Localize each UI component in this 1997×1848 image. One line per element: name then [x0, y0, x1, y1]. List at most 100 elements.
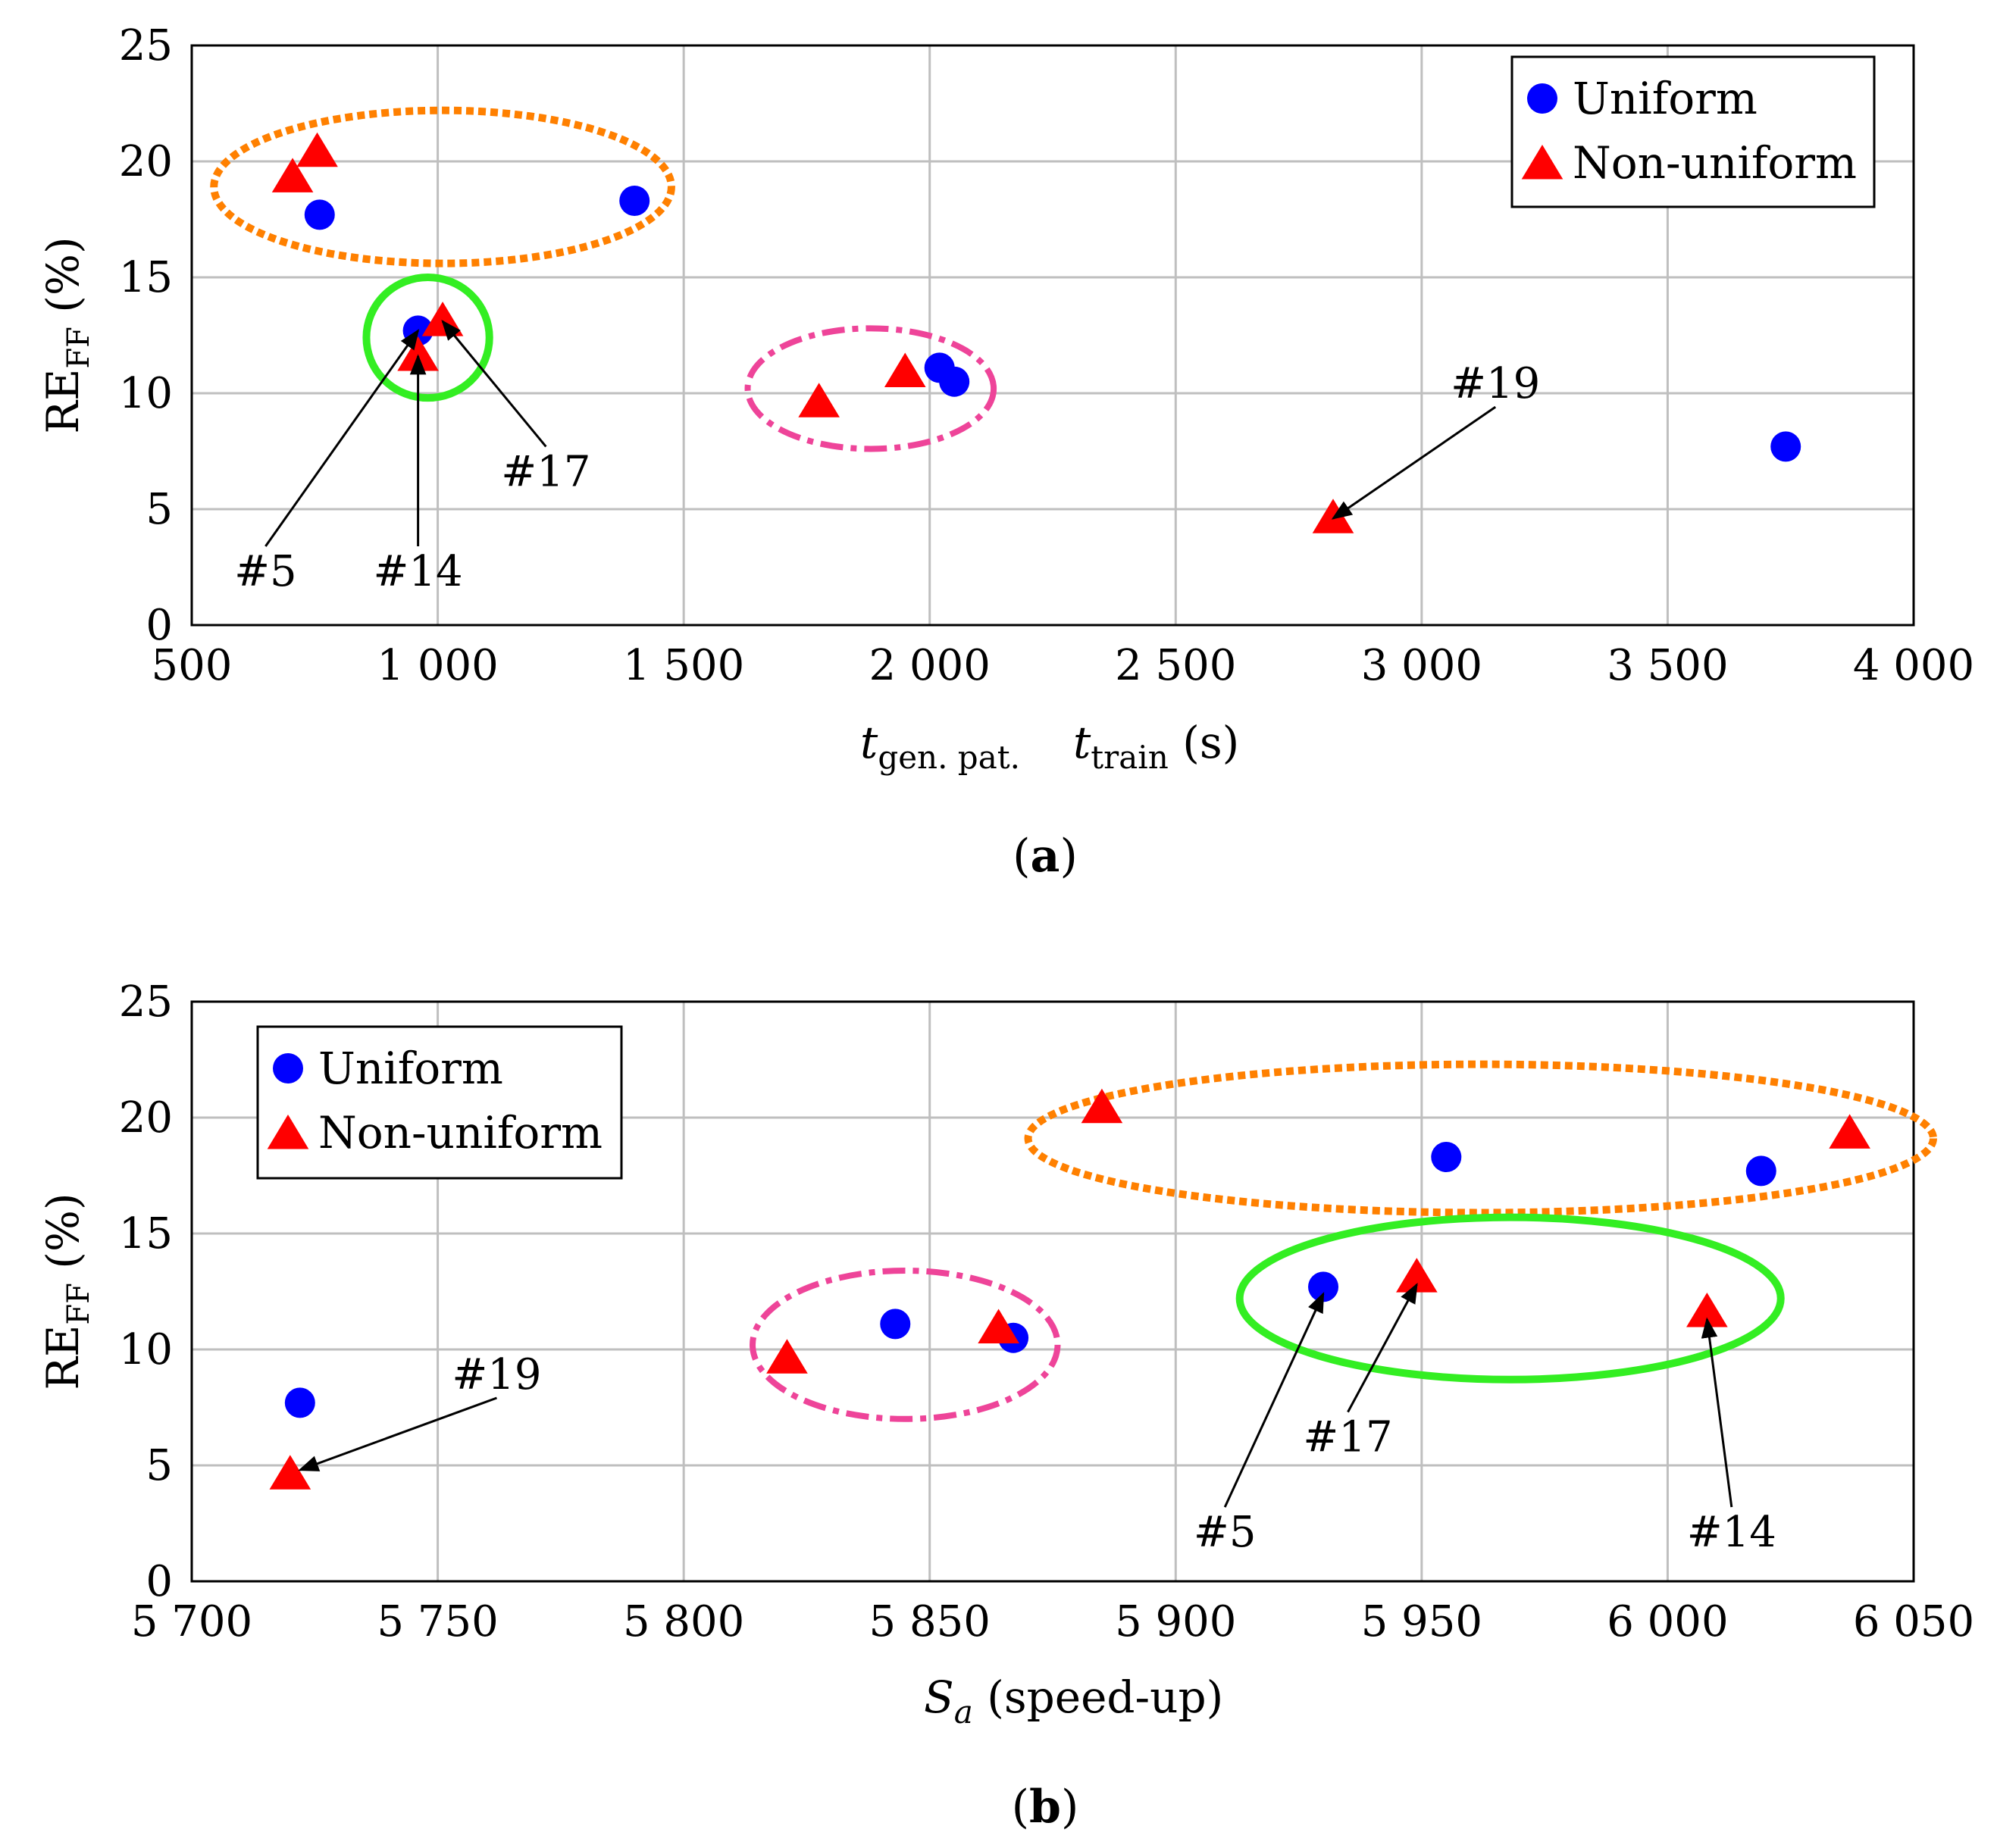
legend-label-nonuniform: Non-uniform: [1573, 137, 1857, 189]
data-point-nonuniform: [296, 132, 338, 167]
y-tick-label: 20: [119, 137, 173, 186]
y-tick-label: 5: [146, 485, 173, 534]
y-tick-label: 10: [119, 1325, 173, 1374]
x-tick-label: 5 950: [1361, 1597, 1482, 1646]
plot-frame: [190, 1000, 1915, 1583]
x-axis-label-rest: (speed-up): [973, 1671, 1223, 1723]
group-ellipse-orange: [1024, 1060, 1937, 1217]
x-axis-label-var: t: [860, 717, 878, 768]
caption-letter: b: [1029, 1781, 1061, 1834]
y-axis-label-unit: (%): [37, 1193, 89, 1283]
caption-paren-close: ): [1061, 1781, 1078, 1834]
annotation-label: #17: [1303, 1413, 1392, 1462]
y-axis-label: REFF (%): [37, 1193, 96, 1390]
y-tick-label: 10: [119, 369, 173, 418]
data-point-nonuniform: [798, 383, 840, 417]
annotation-arrow: [298, 1396, 497, 1471]
annotation-label: #14: [1687, 1508, 1776, 1557]
x-tick-label: 2 000: [869, 641, 991, 690]
chart-a: 500 1 000 1 500 2 000 2 500 3 000 3 500 4 000 0 5…: [37, 21, 1974, 883]
data-point-nonuniform: [1312, 499, 1354, 533]
x-tick-label: 5 850: [869, 1597, 991, 1646]
data-point-uniform: [619, 186, 650, 217]
y-tick-label: 0: [146, 601, 173, 650]
x-tick-label: 1 000: [377, 641, 498, 690]
x-tick-label: 5 900: [1115, 1597, 1236, 1646]
annotation-arrow: [441, 320, 547, 448]
x-tick-label: 1 500: [623, 641, 744, 690]
y-axis-label-sub: FF: [61, 1283, 96, 1325]
legend-marker-nonuniform: [267, 1115, 309, 1149]
caption-paren-close: ): [1060, 830, 1077, 883]
annotation-label: #14: [374, 547, 463, 596]
group-ellipse-pink: [750, 1267, 1061, 1422]
x-axis-label-sub: a: [954, 1693, 973, 1731]
x-tick-label: 6 050: [1853, 1597, 1974, 1646]
data-point-uniform: [939, 366, 970, 397]
group-ellipse-orange: [210, 106, 675, 267]
data-point-nonuniform: [397, 336, 439, 371]
data-point-uniform: [1308, 1271, 1339, 1302]
y-axis-label-unit: (%): [37, 236, 89, 327]
data-point-uniform: [1770, 431, 1801, 462]
y-axis-label: REFF (%): [37, 236, 96, 433]
annotation-label: #5: [234, 547, 297, 596]
series-nonuniform: [271, 132, 1354, 533]
caption-paren-open: (: [1012, 1781, 1029, 1834]
legend: Uniform Non-uniform: [1510, 55, 1876, 208]
data-point-nonuniform: [978, 1309, 1019, 1343]
y-tick-label: 5: [146, 1441, 173, 1490]
y-tick-label: 20: [119, 1093, 173, 1143]
y-tick-label: 25: [119, 977, 173, 1027]
data-point-nonuniform: [1829, 1114, 1870, 1149]
caption-paren-open: (: [1013, 830, 1030, 883]
x-tick-label: 3 000: [1361, 641, 1482, 690]
annotation-arrow: [1347, 1282, 1418, 1413]
data-point-nonuniform: [271, 158, 314, 192]
caption-letter: a: [1031, 830, 1060, 883]
annotation-arrow: [1331, 405, 1497, 520]
data-point-uniform: [1745, 1155, 1776, 1187]
annotation-label: #19: [452, 1350, 541, 1399]
legend: Uniform Non-uniform: [256, 1025, 623, 1180]
y-axis-label-main: RE: [37, 369, 89, 434]
x-axis-label-unit: (s): [1169, 717, 1239, 768]
x-tick-label: 3 500: [1607, 641, 1728, 690]
data-point-nonuniform: [1081, 1088, 1123, 1124]
group-ellipse-green: [362, 274, 493, 402]
x-axis-label: tgen. pat. ttrain (s): [860, 717, 1239, 776]
data-point-nonuniform: [1396, 1258, 1438, 1293]
annotation-arrow: [1701, 1317, 1733, 1508]
y-axis-label-sub: FF: [61, 327, 96, 369]
x-tick-label: 5 700: [131, 1597, 252, 1646]
x-tick-label: 6 000: [1607, 1597, 1728, 1646]
chart-b: 5 700 5 750 5 800 5 850 5 900 5 950 6 000 6 050…: [37, 977, 1974, 1834]
y-tick-label: 0: [146, 1557, 173, 1606]
data-point-uniform: [304, 199, 335, 230]
legend-box: [256, 1025, 623, 1180]
legend-label-nonuniform: Non-uniform: [318, 1107, 603, 1159]
data-point-nonuniform: [269, 1455, 311, 1490]
legend-label-uniform: Uniform: [318, 1043, 503, 1094]
x-axis-label: Sa (speed-up): [924, 1671, 1223, 1731]
annotation-label: #5: [1194, 1508, 1257, 1557]
annotation-label: #19: [1451, 359, 1540, 408]
plot-frame: [190, 44, 1915, 627]
caption: (b): [1012, 1781, 1079, 1834]
annotation-label: #17: [501, 447, 590, 496]
data-point-uniform: [880, 1309, 911, 1340]
data-point-nonuniform: [421, 302, 464, 336]
data-point-nonuniform: [766, 1339, 808, 1374]
y-tick-label: 25: [119, 21, 173, 70]
y-tick-label: 15: [119, 1209, 173, 1259]
series-uniform: [304, 186, 1801, 462]
legend-label-uniform: Uniform: [1573, 73, 1758, 124]
legend-box: [1510, 55, 1876, 208]
x-axis-label-sub2: train: [1091, 739, 1168, 776]
x-axis-label-sub1: gen. pat.: [878, 739, 1020, 776]
x-tick-label: 4 000: [1853, 641, 1974, 690]
data-point-uniform: [1431, 1142, 1462, 1173]
y-axis-label-main: RE: [37, 1325, 89, 1390]
y-tick-label: 15: [119, 253, 173, 302]
